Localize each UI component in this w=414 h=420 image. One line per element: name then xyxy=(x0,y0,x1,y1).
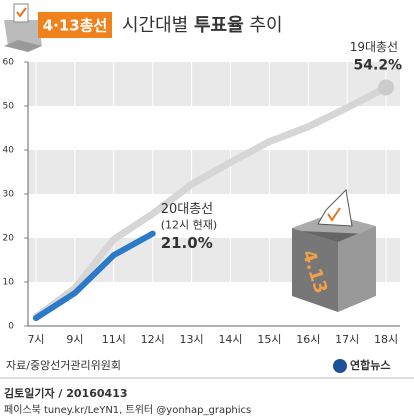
byline: 김토일기자 / 20160413 xyxy=(4,386,128,400)
chart-title: 시간대별 투표율 추이 xyxy=(122,15,283,36)
y-tick-label: 60 xyxy=(3,58,15,68)
badge xyxy=(38,12,112,38)
header-icon xyxy=(4,3,42,52)
end-point xyxy=(378,79,395,96)
y-tick-label: 50 xyxy=(3,102,15,112)
title-bold: 투표율 xyxy=(194,15,244,36)
x-tick-label: 11시 xyxy=(102,333,126,346)
x-tick-label: 13시 xyxy=(180,333,204,346)
x-tick-label: 17시 xyxy=(335,333,359,346)
social: 페이스북 tuney.kr/LeYN1, 트위터 @yonhap_graphic… xyxy=(4,403,251,416)
value-label: 21.0% xyxy=(161,234,213,252)
series-line xyxy=(32,84,390,321)
ballot-box xyxy=(292,188,376,312)
source: 자료/중앙선거관리위원회 xyxy=(6,359,121,372)
y-tick-label: 40 xyxy=(3,146,15,156)
y-tick-label: 0 xyxy=(8,322,14,332)
value-label: 54.2% xyxy=(354,58,403,74)
x-tick-label: 15시 xyxy=(257,333,281,346)
series-name: 19대총선 xyxy=(350,40,398,54)
x-tick-label: 18시 xyxy=(374,333,398,346)
annotation: (12시 현재) xyxy=(161,219,217,232)
x-tick-label: 12시 xyxy=(141,333,165,346)
series-line xyxy=(33,230,156,322)
y-tick-label: 10 xyxy=(3,278,15,288)
x-tick-label: 14시 xyxy=(218,333,242,346)
series-name: 20대총선 xyxy=(161,202,213,217)
badge-text: 4·13총선 xyxy=(43,17,108,35)
logo-icon xyxy=(333,359,347,373)
x-tick-label: 9시 xyxy=(66,333,83,346)
x-tick-label: 16시 xyxy=(296,333,320,346)
y-tick-label: 20 xyxy=(3,234,15,244)
title-pre: 시간대별 xyxy=(122,15,188,36)
x-tick-label: 7시 xyxy=(27,333,44,346)
logo: 연합뉴스 xyxy=(350,358,390,372)
title-post: 추이 xyxy=(249,15,282,36)
y-tick-label: 30 xyxy=(3,190,15,200)
band xyxy=(28,62,400,106)
plot: 7시 9시 11시 12시 13시 14시 15시 16시 17시 18시 0 10 20 30 40 50 6… xyxy=(3,58,400,346)
